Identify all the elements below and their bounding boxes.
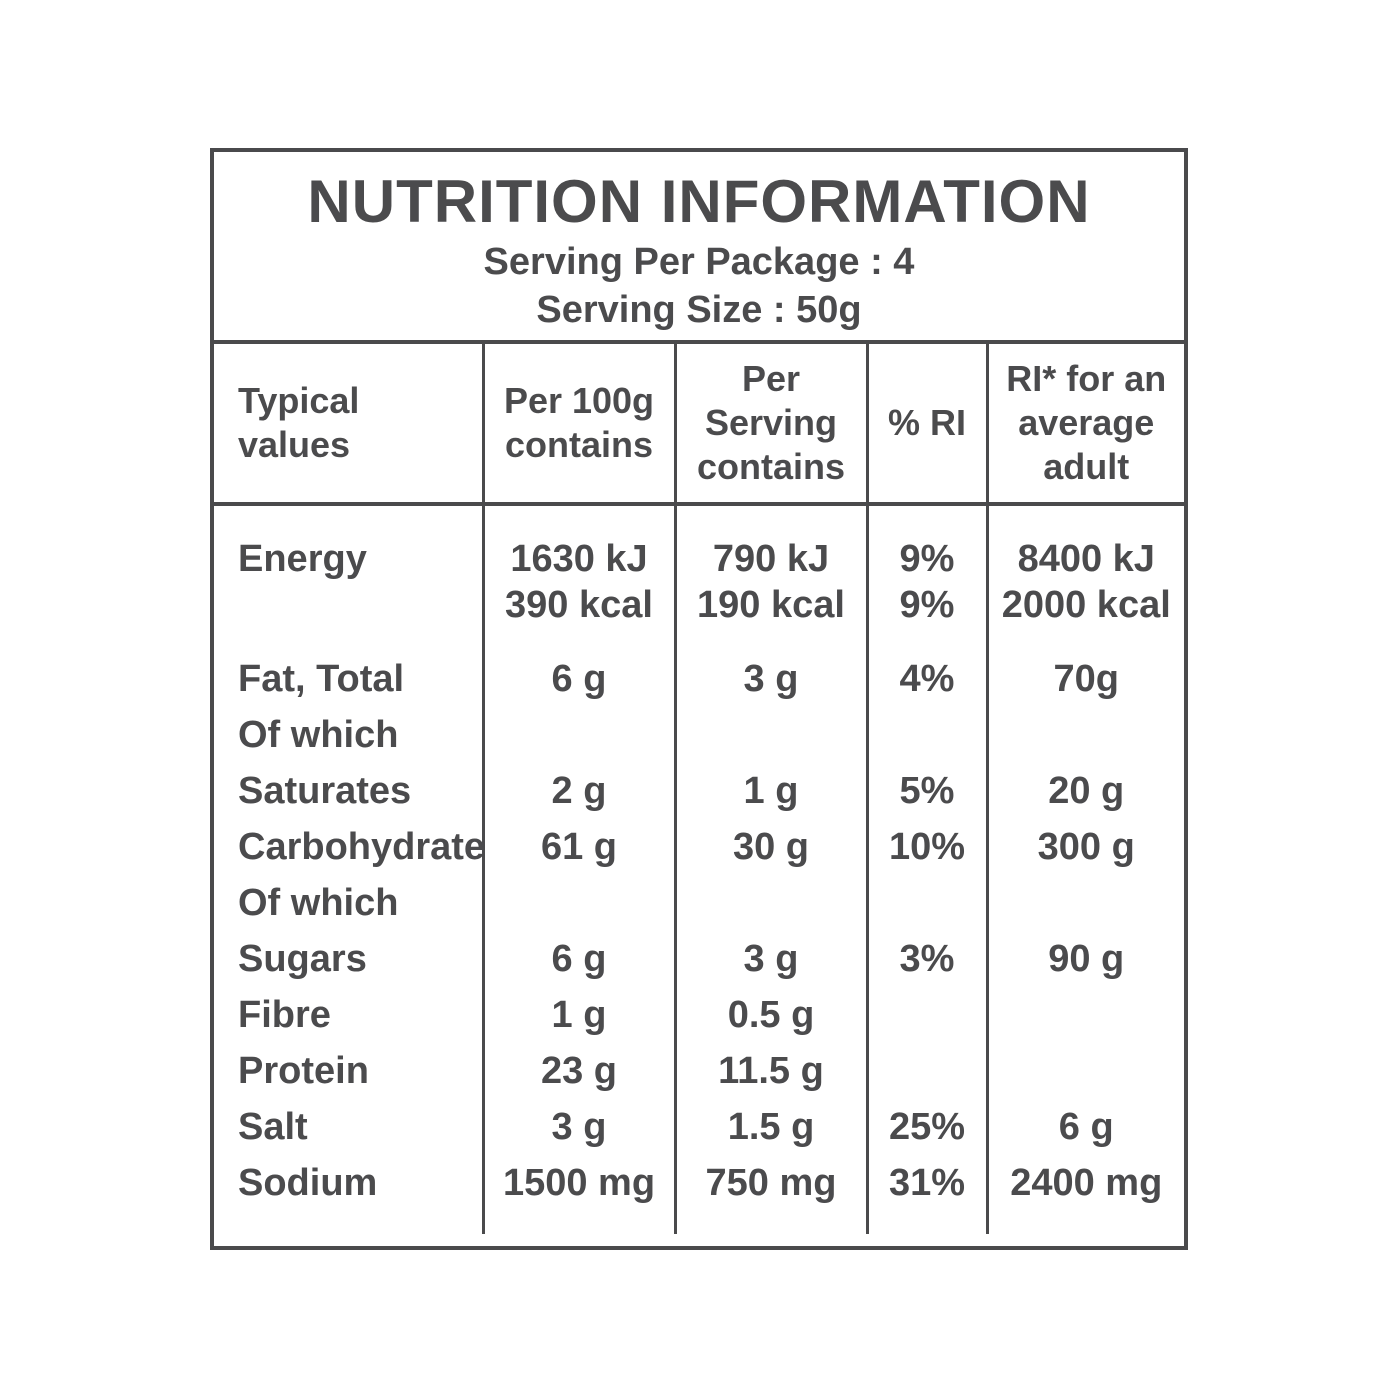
value-ri-adult — [985, 987, 1184, 1043]
value-percent-ri — [865, 875, 987, 931]
column-header-typical-values: Typical values — [214, 344, 483, 506]
value-per-100g: 6 g — [481, 628, 675, 707]
value-percent-ri: 3% — [865, 931, 987, 987]
table-row-of-which-fat: Of which — [214, 707, 1184, 763]
value-percent-ri: 9% — [865, 582, 987, 628]
value-per-100g: 23 g — [481, 1043, 675, 1099]
nutrient-label: Sodium — [238, 1162, 378, 1204]
value-per-serving: 190 kcal — [673, 582, 867, 628]
value-percent-ri — [865, 1043, 987, 1099]
nutrient-label: Saturates — [238, 770, 412, 812]
nutrient-label: Sugars — [238, 938, 367, 980]
nutrient-label — [214, 582, 483, 628]
table-row-carbohydrate: Carbohydrate 61 g 30 g 10% 300 g — [214, 819, 1184, 875]
value-per-serving: 30 g — [673, 819, 867, 875]
value-per-100g: 3 g — [481, 1099, 675, 1155]
value-per-100g: 1630 kJ — [481, 504, 675, 582]
value-ri-adult: 20 g — [985, 763, 1184, 819]
value-ri-adult: 90 g — [985, 931, 1184, 987]
value-percent-ri: 25% — [865, 1099, 987, 1155]
value-per-serving: 1 g — [673, 763, 867, 819]
value-per-100g: 1500 mg — [481, 1155, 675, 1234]
value-per-serving: 790 kJ — [673, 504, 867, 582]
column-header-per-100g: Per 100g contains — [481, 344, 675, 506]
table-row-sugars: Sugars 6 g 3 g 3% 90 g — [214, 931, 1184, 987]
value-percent-ri: 9% — [865, 504, 987, 582]
value-ri-adult: 70g — [985, 628, 1184, 707]
table-row-saturates: Saturates 2 g 1 g 5% 20 g — [214, 763, 1184, 819]
table-row-of-which-carb: Of which — [214, 875, 1184, 931]
column-header-per-serving: Per Serving contains — [673, 344, 867, 506]
nutrient-label: Of which — [238, 714, 399, 756]
value-per-100g: 2 g — [481, 763, 675, 819]
value-per-100g: 6 g — [481, 931, 675, 987]
value-percent-ri — [865, 987, 987, 1043]
value-per-100g: 390 kcal — [481, 582, 675, 628]
value-ri-adult — [985, 1043, 1184, 1099]
value-percent-ri: 5% — [865, 763, 987, 819]
value-per-serving: 1.5 g — [673, 1099, 867, 1155]
value-percent-ri: 4% — [865, 628, 987, 707]
nutrient-label: Protein — [238, 1050, 369, 1092]
nutrient-label: Carbohydrate — [238, 826, 486, 868]
column-header-row: Typical values Per 100g contains Per Ser… — [214, 344, 1184, 506]
nutrient-label: Fibre — [238, 994, 331, 1036]
value-per-100g: 1 g — [481, 987, 675, 1043]
nutrient-label: Of which — [238, 882, 399, 924]
nutrient-label: Salt — [238, 1106, 308, 1148]
value-per-serving: 3 g — [673, 628, 867, 707]
nutrition-label: NUTRITION INFORMATION Serving Per Packag… — [210, 148, 1188, 1250]
page-title: NUTRITION INFORMATION — [307, 168, 1091, 235]
value-per-serving: 11.5 g — [673, 1043, 867, 1099]
value-ri-adult: 8400 kJ — [985, 504, 1184, 582]
value-ri-adult — [985, 707, 1184, 763]
table-row-fat-total: Fat, Total 6 g 3 g 4% 70g — [214, 628, 1184, 707]
value-ri-adult: 300 g — [985, 819, 1184, 875]
table-row-protein: Protein 23 g 11.5 g — [214, 1043, 1184, 1099]
value-ri-adult: 6 g — [985, 1099, 1184, 1155]
nutrient-label: Energy — [238, 538, 367, 580]
serving-per-package-text: Serving Per Package : 4 — [483, 241, 915, 283]
nutrient-label: Fat, Total — [238, 658, 405, 700]
value-ri-adult — [985, 875, 1184, 931]
value-per-100g: 61 g — [481, 819, 675, 875]
table-row-energy-kcal: 390 kcal 190 kcal 9% 2000 kcal — [214, 582, 1184, 628]
table-row-energy-kj: Energy 1630 kJ 790 kJ 9% 8400 kJ — [214, 504, 1184, 582]
value-per-100g — [481, 707, 675, 763]
nutrition-table: Typical values Per 100g contains Per Ser… — [214, 344, 1184, 1234]
value-per-100g — [481, 875, 675, 931]
value-per-serving: 750 mg — [673, 1155, 867, 1234]
table-row-sodium: Sodium 1500 mg 750 mg 31% 2400 mg — [214, 1155, 1184, 1234]
label-header-section: NUTRITION INFORMATION Serving Per Packag… — [214, 152, 1184, 344]
value-percent-ri: 31% — [865, 1155, 987, 1234]
column-header-ri-average-adult: RI* for an average adult — [985, 344, 1184, 506]
table-row-fibre: Fibre 1 g 0.5 g — [214, 987, 1184, 1043]
column-header-percent-ri: % RI — [865, 344, 987, 506]
value-percent-ri — [865, 707, 987, 763]
value-per-serving — [673, 707, 867, 763]
value-ri-adult: 2000 kcal — [985, 582, 1184, 628]
value-percent-ri: 10% — [865, 819, 987, 875]
value-per-serving — [673, 875, 867, 931]
table-row-salt: Salt 3 g 1.5 g 25% 6 g — [214, 1099, 1184, 1155]
value-per-serving: 0.5 g — [673, 987, 867, 1043]
value-ri-adult: 2400 mg — [985, 1155, 1184, 1234]
serving-size-text: Serving Size : 50g — [536, 289, 862, 331]
value-per-serving: 3 g — [673, 931, 867, 987]
